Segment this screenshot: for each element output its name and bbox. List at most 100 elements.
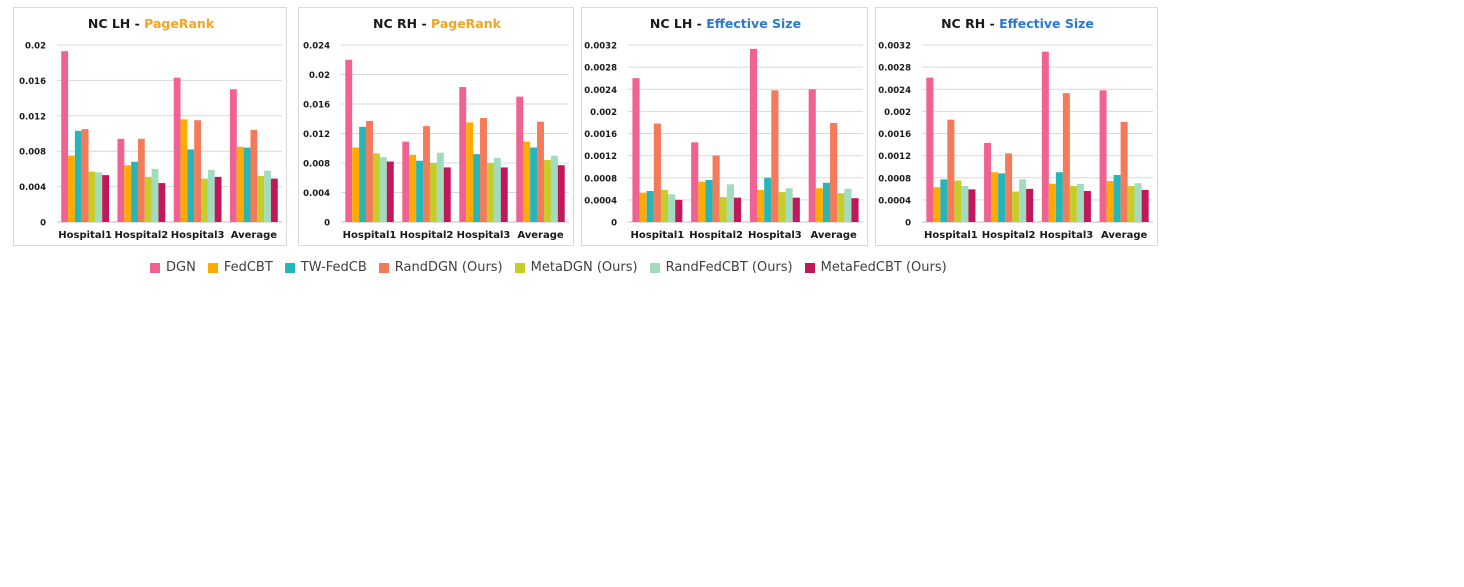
- bar: [144, 176, 152, 222]
- legend-label: MetaFedCBT (Ours): [820, 260, 947, 275]
- bar: [480, 118, 487, 222]
- y-tick-label: 0.0024: [878, 86, 911, 96]
- bar: [537, 121, 544, 222]
- bar: [74, 130, 82, 222]
- y-tick-label: 0: [40, 219, 46, 229]
- legend-label: FedCBT: [223, 260, 273, 275]
- legend-label: RandDGN (Ours): [394, 260, 503, 275]
- bar: [359, 126, 367, 222]
- y-tick-label: 0.0028: [878, 64, 911, 74]
- chart-title: NC LH - Effective Size: [650, 16, 801, 31]
- bar: [712, 155, 720, 222]
- y-tick-label: 0.004: [19, 183, 46, 193]
- bar: [1069, 186, 1077, 222]
- bar: [778, 192, 786, 222]
- y-tick-label: 0.02: [309, 71, 330, 81]
- legend-swatch: [284, 262, 295, 273]
- chart-legend: DGN FedCBT TW-FedCB RandDGN (Ours) MetaD…: [150, 260, 959, 275]
- x-tick-label: Hospital1: [343, 230, 397, 241]
- bar: [830, 122, 838, 222]
- chart-title: NC LH - PageRank: [88, 16, 215, 31]
- bar: [250, 129, 258, 222]
- bar: [1026, 188, 1034, 222]
- bar: [229, 89, 237, 222]
- x-tick-label: Average: [517, 230, 564, 241]
- bar: [926, 77, 934, 223]
- y-tick-label: 0.016: [303, 101, 330, 111]
- bar: [187, 149, 195, 222]
- bar: [243, 147, 251, 222]
- bar: [646, 191, 654, 222]
- x-tick-label: Hospital3: [748, 230, 802, 241]
- chart-svg: NC LH - Effective Size 0.0032 0.0028 0.0024…: [584, 16, 863, 241]
- bar: [1099, 90, 1107, 222]
- legend-item-metafedcbt: MetaFedCBT (Ours): [804, 260, 947, 275]
- bar: [402, 141, 410, 222]
- chart-title-metric: Effective Size: [999, 16, 1094, 31]
- bar: [719, 197, 727, 222]
- y-tick-label: 0: [324, 219, 330, 229]
- bar: [473, 154, 481, 222]
- y-tick-label: 0.002: [884, 108, 911, 118]
- bar: [961, 186, 969, 222]
- x-tick-label: Hospital2: [689, 230, 743, 241]
- bar: [516, 96, 524, 222]
- y-tick-label: 0.0012: [878, 152, 911, 162]
- y-tick-label: 0.0008: [878, 174, 911, 184]
- bar: [530, 147, 538, 222]
- bar: [933, 187, 941, 222]
- bar: [1012, 191, 1020, 222]
- legend-label: DGN: [166, 260, 196, 275]
- bar: [158, 183, 166, 222]
- x-tick-label: Average: [231, 230, 278, 241]
- y-tick-label: 0.0004: [584, 196, 617, 206]
- bar: [214, 176, 222, 222]
- bar: [698, 181, 706, 222]
- legend-label: TW-FedCB: [300, 260, 367, 275]
- legend-swatch: [514, 262, 525, 273]
- bar: [815, 188, 823, 222]
- bar: [837, 193, 845, 222]
- chart-svg: NC RH - Effective Size 0.0032 0.0028 0.0024…: [878, 16, 1153, 241]
- y-tick-label: 0.008: [303, 160, 330, 170]
- bar: [68, 155, 75, 222]
- bar: [423, 126, 430, 222]
- bar: [366, 120, 373, 222]
- legend-label: RandFedCBT (Ours): [665, 260, 793, 275]
- y-tick-label: 0.0024: [584, 86, 617, 96]
- bar: [372, 153, 380, 222]
- y-tick-label: 0.016: [19, 77, 46, 87]
- bar: [653, 123, 661, 222]
- bar: [1127, 186, 1135, 222]
- bar: [207, 169, 215, 222]
- bar: [660, 189, 669, 222]
- bar: [1019, 179, 1027, 222]
- bar: [1083, 191, 1091, 222]
- legend-item-fedcbt: FedCBT: [207, 260, 273, 275]
- chart-svg: NC LH - PageRank 0.02 0.016 0.012 0.008 0.004…: [19, 16, 282, 241]
- bar: [851, 198, 859, 222]
- x-tick-label: Average: [1101, 230, 1148, 241]
- bar: [632, 78, 640, 222]
- y-tick-label: 0.012: [303, 130, 330, 140]
- bar: [352, 147, 360, 222]
- bar: [379, 157, 387, 222]
- chart-title-metric: PageRank: [431, 16, 502, 31]
- bar: [345, 59, 353, 222]
- bar: [726, 184, 734, 222]
- bar: [264, 170, 271, 222]
- y-tick-label: 0.002: [590, 108, 617, 118]
- y-tick-label: 0.008: [19, 148, 46, 158]
- x-tick-label: Hospital1: [631, 230, 685, 241]
- bar: [1120, 121, 1128, 222]
- bar: [102, 175, 110, 222]
- x-tick-label: Average: [810, 230, 857, 241]
- legend-label: MetaDGN (Ours): [530, 260, 638, 275]
- bar: [459, 87, 467, 222]
- bar: [691, 142, 699, 222]
- y-tick-label: 0.0032: [878, 42, 911, 52]
- bar: [557, 165, 565, 222]
- bar: [486, 163, 494, 222]
- bar: [81, 129, 89, 222]
- chart-title-prefix: NC LH -: [650, 16, 706, 31]
